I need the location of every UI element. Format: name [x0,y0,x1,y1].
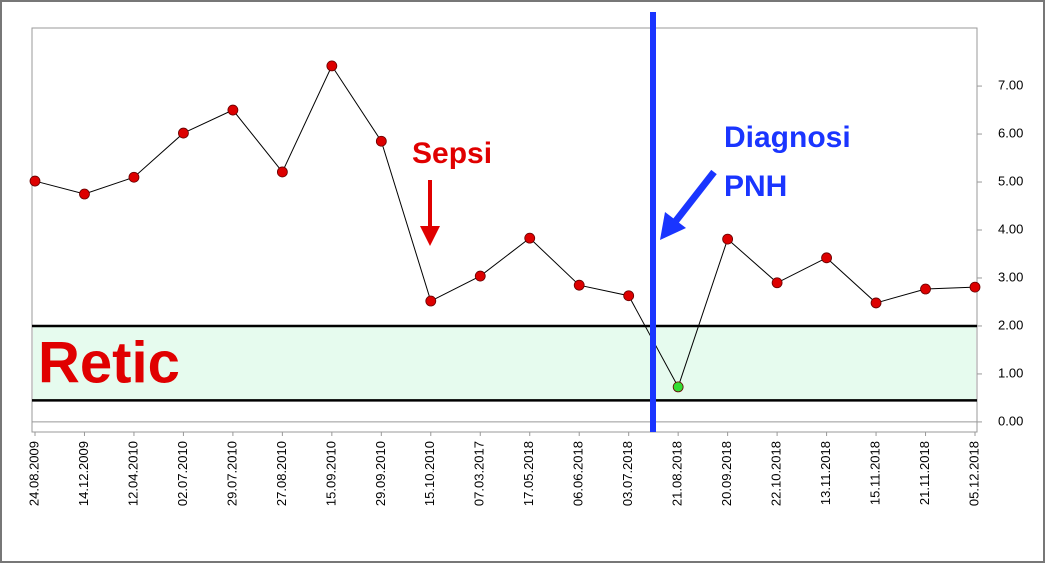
x-tick-label: 17.05.2018 [521,441,536,506]
x-tick-label: 20.09.2018 [719,441,734,506]
x-tick-label: 24.08.2009 [26,441,41,506]
x-tick-label: 27.08.2010 [274,441,289,506]
data-point [375,135,387,147]
y-tick-label: 1.00 [998,365,1023,380]
x-tick-label: 13.11.2018 [818,441,833,505]
data-point [128,171,140,183]
y-tick-label: 5.00 [998,173,1023,188]
x-tick-label: 07.03.2017 [472,441,487,506]
data-point [326,60,338,72]
data-point [79,188,90,200]
diagnosis-arrow-head [660,212,686,240]
data-point [821,252,832,264]
data-point [178,127,189,139]
data-point [969,281,981,293]
x-tick-label: 29.09.2010 [373,441,388,506]
y-tick-label: 3.00 [998,269,1023,284]
data-point [425,295,437,307]
data-point [870,297,882,309]
x-tick-label: 21.11.2018 [917,441,932,505]
x-tick-label: 15.09.2010 [323,441,338,506]
data-point [29,175,41,187]
y-tick-label: 6.00 [998,125,1023,140]
x-tick-label: 05.12.2018 [966,441,981,506]
event-label: Sepsi [412,137,492,170]
y-tick-label: 7.00 [998,77,1023,92]
data-point [920,283,931,295]
x-tick-label: 21.08.2018 [670,441,685,506]
data-point [276,166,288,178]
x-tick-label: 22.10.2018 [769,441,784,506]
x-tick-label: 29.07.2010 [224,441,239,506]
reference-band [33,325,976,401]
diagnosis-label: PNH [724,170,787,203]
diagnosis-label: Diagnosi [724,121,851,154]
event-arrow-head [420,226,440,246]
range-label: Retic [38,330,180,395]
x-tick-label: 02.07.2010 [175,441,190,506]
data-point [524,232,536,244]
y-tick-label: 0.00 [998,413,1023,428]
x-tick-label: 14.12.2009 [76,441,91,506]
x-tick-label: 15.11.2018 [867,441,882,505]
data-point [227,104,239,116]
x-tick-label: 03.07.2018 [620,441,635,506]
data-point [573,279,585,291]
data-point [672,381,684,393]
y-tick-label: 4.00 [998,221,1023,236]
x-tick-label: 15.10.2010 [422,441,437,506]
data-line [34,64,976,389]
data-point [722,233,734,245]
data-point [771,277,783,289]
diagnosis-arrow [672,169,717,225]
y-tick-label: 2.00 [998,317,1023,332]
x-tick-label: 06.06.2018 [571,441,586,506]
data-point [474,270,486,282]
x-tick-label: 12.04.2010 [125,441,140,506]
data-point [623,290,635,302]
